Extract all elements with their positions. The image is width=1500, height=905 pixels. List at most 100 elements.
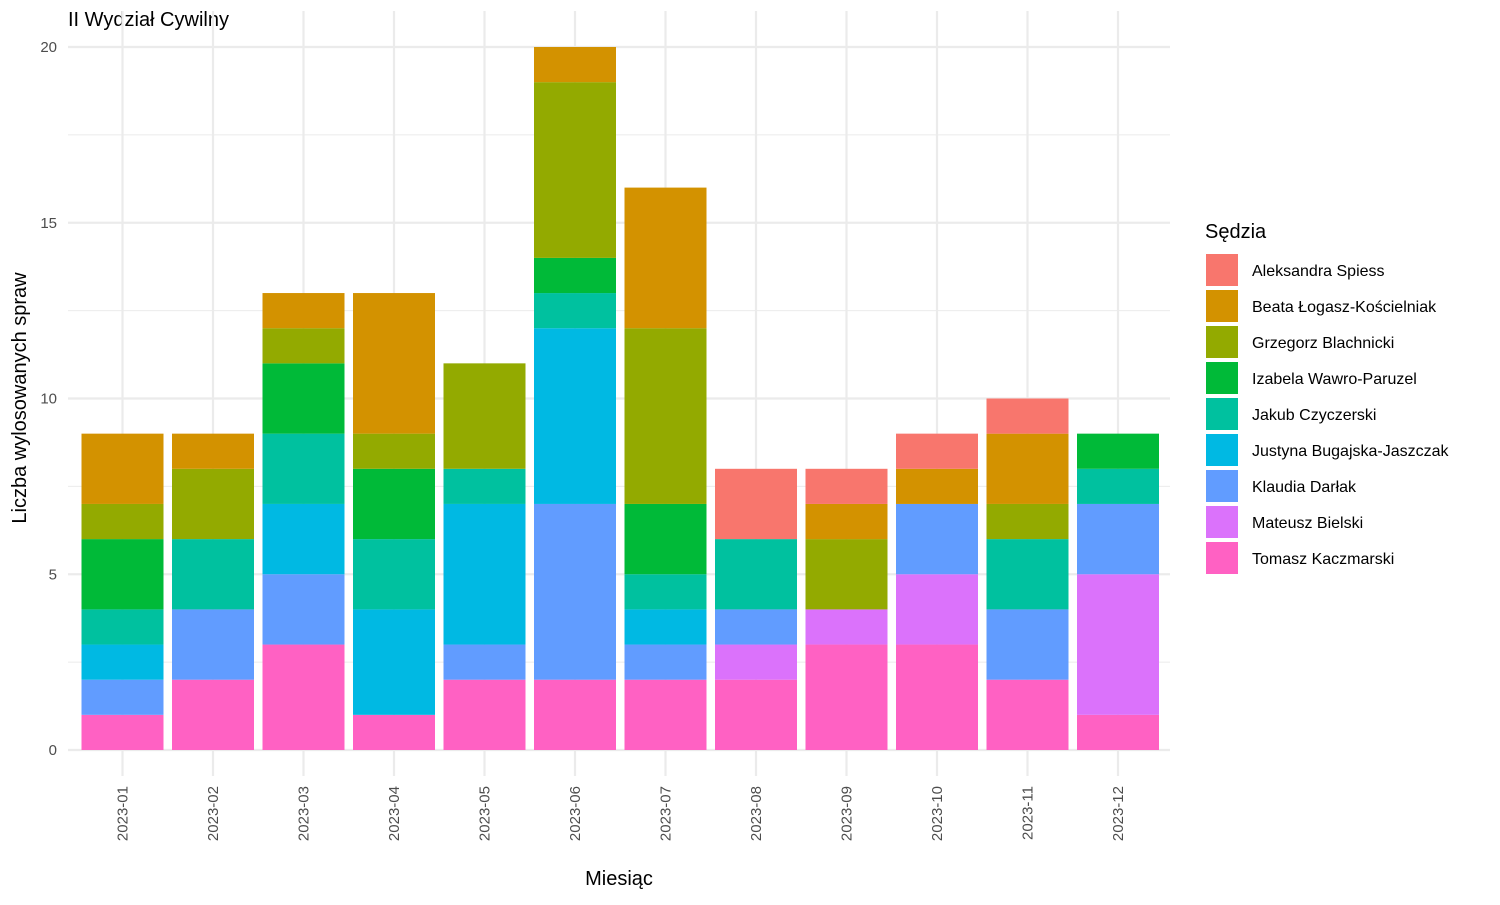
bar-segment (805, 609, 888, 645)
bar-segment (1077, 714, 1159, 750)
legend-key (1206, 362, 1238, 394)
bar-segment (353, 293, 435, 434)
bar-segment (443, 468, 526, 504)
bar-segment (172, 433, 254, 469)
bar-segment (624, 644, 707, 680)
bar-segment (81, 503, 164, 540)
legend-label: Tomasz Kaczmarski (1252, 551, 1394, 568)
x-tick-label: 2023-06 (567, 786, 584, 841)
bar-segment (715, 468, 797, 540)
bar-segment (624, 574, 707, 610)
bar-segment (715, 609, 797, 645)
bar-segment (172, 609, 254, 680)
bar-segment (81, 539, 164, 610)
legend-label: Klaudia Darłak (1252, 479, 1357, 496)
y-tick-label: 15 (40, 215, 57, 232)
bar-segment (624, 187, 707, 329)
bar-segment (715, 679, 797, 750)
bar-segment (353, 433, 435, 469)
x-tick-label: 2023-03 (296, 786, 313, 841)
bar-segment (443, 503, 526, 645)
bar-segment (1077, 503, 1159, 575)
bar-segment (262, 328, 345, 364)
bar-segment (986, 679, 1069, 750)
legend-label: Grzegorz Blachnicki (1252, 335, 1394, 352)
bar-segment (805, 644, 888, 750)
bar-segment (986, 539, 1069, 610)
bar-segment (896, 574, 978, 645)
bar-segment (353, 714, 435, 750)
legend-key (1206, 254, 1238, 286)
legend-key (1206, 290, 1238, 322)
legend: Sędzia Aleksandra Spiess Beata Łogasz-Koś… (1205, 221, 1450, 574)
bar-segment (443, 644, 526, 680)
y-tick-label: 10 (40, 391, 57, 408)
bar-segment (353, 609, 435, 715)
legend-key (1206, 326, 1238, 358)
legend-key (1206, 434, 1238, 466)
bar-segment (262, 574, 345, 645)
x-tick-label: 2023-04 (386, 786, 403, 841)
bar-segment (1077, 574, 1159, 715)
bar-segment (896, 433, 978, 469)
bar-segment (624, 679, 707, 750)
axes: 0 5 10 15 20 2023-01 2023-02 2023-03 2023-04 2023… (40, 39, 1127, 841)
x-tick-label: 2023-01 (115, 786, 132, 841)
bar-segment (805, 468, 888, 504)
legend-label: Beata Łogasz-Kościelniak (1252, 299, 1437, 316)
x-tick-label: 2023-10 (929, 786, 946, 841)
x-tick-label: 2023-05 (477, 786, 494, 841)
bar-segment (534, 257, 616, 294)
bar-segment (624, 328, 707, 504)
bar-segment (715, 644, 797, 680)
y-axis-title: Liczba wylosowanych spraw (9, 272, 31, 524)
bar-segment (896, 468, 978, 504)
bar-segment (896, 503, 978, 575)
chart-title: II Wydział Cywilny (68, 9, 229, 31)
bar-segment (81, 714, 164, 750)
bar-segment (262, 293, 345, 329)
legend-key (1206, 542, 1238, 574)
bar-segment (172, 468, 254, 540)
bar-segment (81, 433, 164, 504)
x-tick-label: 2023-02 (205, 786, 222, 841)
legend-label: Mateusz Bielski (1252, 515, 1363, 532)
bar-segment (534, 503, 616, 680)
bar-segment (986, 398, 1069, 434)
legend-label: Aleksandra Spiess (1252, 263, 1385, 280)
bar-segment (443, 679, 526, 750)
x-tick-label: 2023-11 (1020, 786, 1037, 840)
bar-segment (986, 433, 1069, 504)
bar-segment (1077, 433, 1159, 469)
bar-segment (443, 363, 526, 469)
x-tick-label: 2023-07 (658, 786, 675, 841)
bar-segment (262, 363, 345, 434)
bar-segment (353, 468, 435, 540)
x-tick-label: 2023-08 (748, 786, 765, 841)
bar-segment (534, 328, 616, 504)
bars (81, 47, 1159, 750)
y-tick-label: 20 (40, 39, 57, 56)
bar-segment (534, 293, 616, 329)
bar-segment (534, 82, 616, 258)
bar-segment (81, 679, 164, 715)
bar-segment (624, 609, 707, 645)
legend-key (1206, 506, 1238, 538)
bar-segment (534, 47, 616, 83)
bar-segment (534, 679, 616, 750)
bar-segment (986, 609, 1069, 680)
legend-label: Jakub Czyczerski (1252, 407, 1376, 424)
bar-segment (896, 644, 978, 750)
bar-segment (805, 539, 888, 610)
bar-segment (262, 644, 345, 750)
bar-segment (172, 539, 254, 610)
bar-segment (262, 433, 345, 504)
x-axis-title: Miesiąc (585, 868, 653, 890)
bar-segment (624, 503, 707, 575)
x-tick-label: 2023-09 (839, 786, 856, 841)
y-tick-label: 5 (49, 566, 57, 583)
bar-segment (1077, 468, 1159, 504)
x-tick-label: 2023-12 (1110, 786, 1127, 841)
bar-segment (81, 609, 164, 645)
